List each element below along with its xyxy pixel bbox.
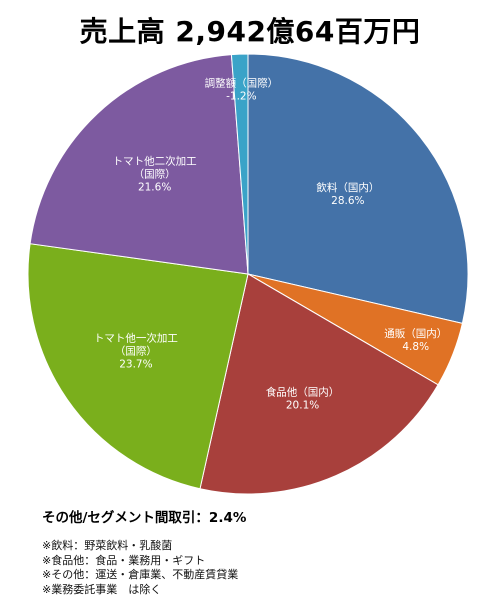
pie-slice bbox=[27, 243, 249, 490]
chart-title: 売上高 2,942億64百万円 bbox=[79, 15, 421, 48]
pie-slice bbox=[230, 53, 249, 275]
pie-slice bbox=[199, 273, 439, 495]
footnotes: ※飲料：野菜飲料・乳酸菌 ※食品他：食品・業務用・ギフト ※その他：運送・倉庫業… bbox=[42, 539, 238, 597]
footnote: ※業務委託事業 は除く bbox=[42, 582, 162, 596]
slice-label: 食品他（国内） bbox=[266, 386, 340, 399]
footnote: ※その他：運送・倉庫業、不動産賃貸業 bbox=[42, 568, 239, 582]
footnote: ※飲料：野菜飲料・乳酸菌 bbox=[42, 539, 173, 552]
slice-label: トマト他一次加工 bbox=[94, 332, 178, 345]
pie-slices bbox=[27, 53, 469, 495]
footnote: ※食品他：食品・業務用・ギフト bbox=[42, 553, 206, 567]
slice-label: （国際） bbox=[115, 346, 157, 358]
slice-value-label: 23.7% bbox=[119, 359, 152, 371]
slice-label: 飲料（国内） bbox=[316, 181, 379, 194]
slice-label: （国際） bbox=[134, 169, 176, 181]
pie-chart: 飲料（国内）28.6% 通販（国内）4.8% 食品他（国内）20.1% トマト他一次加… bbox=[27, 53, 469, 495]
other-segment-note: その他/セグメント間取引：2.4% bbox=[42, 510, 247, 526]
slice-label: トマト他二次加工 bbox=[113, 155, 197, 168]
slice-value-label: 21.6% bbox=[138, 182, 171, 194]
slice-label: 通販（国内） bbox=[384, 327, 447, 340]
slice-value-label: 4.8% bbox=[402, 341, 429, 353]
pie-slice bbox=[247, 53, 469, 324]
slice-label: 調整額（国際） bbox=[205, 77, 279, 90]
slice-value-label: -1.2% bbox=[226, 91, 256, 103]
pie-slice bbox=[29, 54, 249, 275]
slice-value-label: 20.1% bbox=[286, 400, 319, 412]
slice-value-label: 28.6% bbox=[331, 195, 364, 207]
pie-labels: 飲料（国内）28.6% 通販（国内）4.8% 食品他（国内）20.1% トマト他一次加… bbox=[94, 77, 447, 412]
